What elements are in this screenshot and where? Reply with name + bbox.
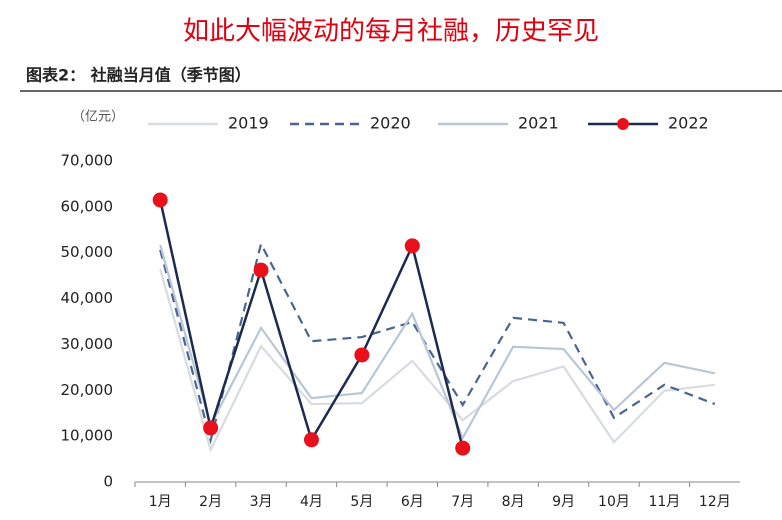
legend-label: 2019 [228, 114, 269, 133]
legend-marker [617, 118, 629, 130]
series-line [159, 268, 715, 453]
series-marker [404, 238, 420, 254]
x-tick-label: 10月 [598, 494, 630, 510]
y-tick-label: 70,000 [61, 152, 114, 170]
legend-label: 2021 [518, 114, 559, 133]
x-tick-label: 12月 [699, 494, 731, 510]
chart-title: 图表2： 社融当月值（季节图） [26, 66, 251, 85]
series-marker [303, 432, 319, 448]
x-tick-label: 3月 [250, 494, 273, 510]
series-marker [253, 262, 269, 278]
x-tick-label: 4月 [300, 494, 323, 510]
legend-label: 2022 [668, 114, 709, 133]
x-tick-label: 5月 [350, 494, 373, 510]
legend-label: 2020 [370, 114, 411, 133]
x-tick-label: 9月 [552, 494, 575, 510]
series-line [159, 240, 716, 445]
y-tick-label: 50,000 [61, 243, 114, 261]
headline: 如此大幅波动的每月社融，历史罕见 [183, 17, 599, 47]
series-marker [203, 420, 219, 436]
series-marker [152, 192, 168, 208]
series-marker [455, 440, 471, 456]
x-tick-label: 2月 [199, 494, 222, 510]
series-line [159, 244, 716, 441]
y-tick-label: 30,000 [61, 335, 114, 353]
series-marker [354, 347, 370, 363]
y-tick-label: 10,000 [61, 427, 114, 445]
x-tick-label: 11月 [648, 494, 680, 510]
y-tick-label: 60,000 [61, 197, 114, 215]
y-unit: （亿元） [72, 110, 124, 125]
x-tick-label: 8月 [502, 494, 525, 510]
x-tick-label: 6月 [401, 494, 424, 510]
x-tick-label: 1月 [149, 494, 172, 510]
y-tick-label: 40,000 [61, 289, 114, 307]
x-tick-label: 7月 [451, 494, 474, 510]
y-tick-label: 20,000 [61, 381, 114, 399]
y-tick-label: 0 [103, 473, 113, 491]
